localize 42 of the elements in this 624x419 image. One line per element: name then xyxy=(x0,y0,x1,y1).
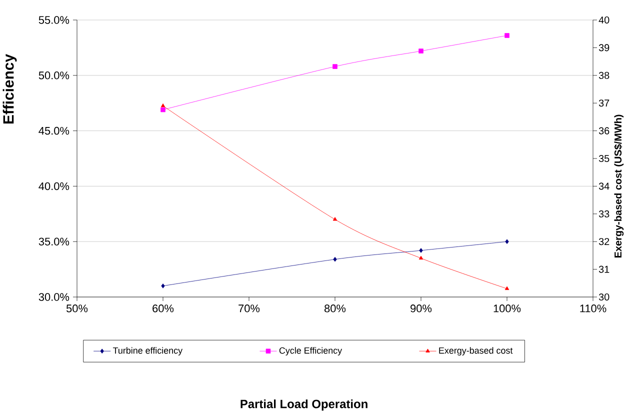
y2-tick-label: 36 xyxy=(598,127,610,134)
point xyxy=(504,33,510,38)
x-tick-label: 90% xyxy=(410,304,432,312)
point xyxy=(160,107,166,112)
y2-tick-label: 30 xyxy=(598,293,610,301)
y2-tick-label: 40 xyxy=(598,16,610,24)
y2-axis-title: Exergy-based cost (US$/MWh) xyxy=(614,114,624,258)
point xyxy=(333,256,337,262)
point xyxy=(332,64,338,69)
point xyxy=(418,256,424,260)
legend-label: Turbine efficiency xyxy=(112,347,183,356)
legend-label: Cycle Efficiency xyxy=(279,347,342,356)
y2-tick-label: 39 xyxy=(598,44,610,52)
point xyxy=(332,217,338,221)
point xyxy=(160,103,166,108)
y-tick-label: 50.0% xyxy=(38,72,70,80)
x-tick-label: 100% xyxy=(494,304,521,312)
x-tick-label: 80% xyxy=(324,304,346,312)
point xyxy=(505,239,509,244)
point xyxy=(419,248,423,253)
y-tick-label: 45.0% xyxy=(38,126,70,135)
point xyxy=(504,286,510,290)
y2-tick-label: 34 xyxy=(598,182,610,190)
y-tick-label: 30.0% xyxy=(38,293,70,301)
y2-tick-label: 35 xyxy=(598,154,610,162)
y-tick-label: 40.0% xyxy=(38,182,70,190)
y-axis-title: Efficiency xyxy=(2,54,17,124)
x-tick-label: 110% xyxy=(580,304,606,312)
y2-tick-label: 37 xyxy=(598,100,610,107)
y2-tick-label: 38 xyxy=(598,72,610,79)
y-tick-label: 55.0% xyxy=(38,16,70,24)
point xyxy=(161,284,165,288)
y-tick-label: 35.0% xyxy=(38,238,70,246)
x-tick-label: 60% xyxy=(152,304,174,312)
y2-tick-label: 32 xyxy=(598,238,610,246)
y2-tick-label: 33 xyxy=(598,210,610,218)
legend-label: Exergy-based cost xyxy=(439,347,513,356)
point xyxy=(418,48,424,54)
text: Partial Load Operation xyxy=(240,399,368,411)
y2-tick-label: 31 xyxy=(598,266,610,273)
x-tick-label: 50% xyxy=(66,304,88,312)
x-tick-label: 70% xyxy=(238,304,260,312)
